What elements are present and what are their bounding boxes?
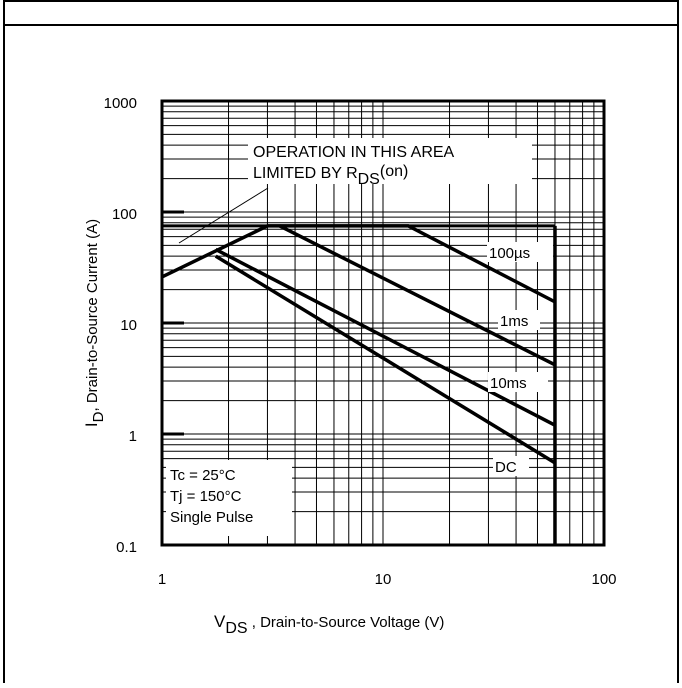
plot-area (160, 99, 606, 547)
y-tick-label-1: 1 (129, 428, 137, 445)
series-label-1ms: 1ms (500, 313, 528, 330)
y-axis-label: ID, Drain-to-Source Current (A) (82, 219, 107, 427)
series-line-dc (214, 254, 556, 465)
series-label-10ms: 10ms (490, 375, 527, 392)
annotation-line-2: LIMITED BY RDS(on) (253, 163, 408, 188)
series-label-100us: 100µs (489, 245, 530, 262)
y-tick-label-10: 10 (120, 317, 137, 334)
series-line-100-s (267, 224, 556, 304)
y-tick-label-1000: 1000 (104, 95, 137, 112)
y-tick-label-100: 100 (112, 206, 137, 223)
label-bg-dc (493, 456, 529, 476)
condition-pulse: Single Pulse (170, 509, 253, 526)
annotation-box (248, 138, 532, 184)
label-bg-10ms (488, 372, 548, 392)
series-layer (161, 224, 557, 545)
annotation-pointer (178, 187, 269, 244)
y-tick-label-0.1: 0.1 (116, 539, 137, 556)
series-line-10ms (214, 247, 556, 427)
annotation-line-1: OPERATION IN THIS AREA (253, 144, 455, 161)
condition-tj: Tj = 150°C (170, 488, 242, 505)
x-tick-label-100: 100 (591, 571, 616, 588)
condition-tc: Tc = 25°C (170, 467, 236, 484)
label-bg-100us (487, 242, 553, 262)
series-label-dc: DC (495, 459, 517, 476)
x-axis-label: VDS , Drain-to-Source Voltage (V) (214, 612, 444, 637)
series-line-r-ds-on-limit (161, 224, 269, 279)
x-tick-label-10: 10 (375, 571, 392, 588)
x-tick-label-1: 1 (158, 571, 166, 588)
conditions-box (166, 460, 292, 536)
series-line-1ms (278, 224, 556, 367)
label-bg-1ms (498, 310, 540, 330)
